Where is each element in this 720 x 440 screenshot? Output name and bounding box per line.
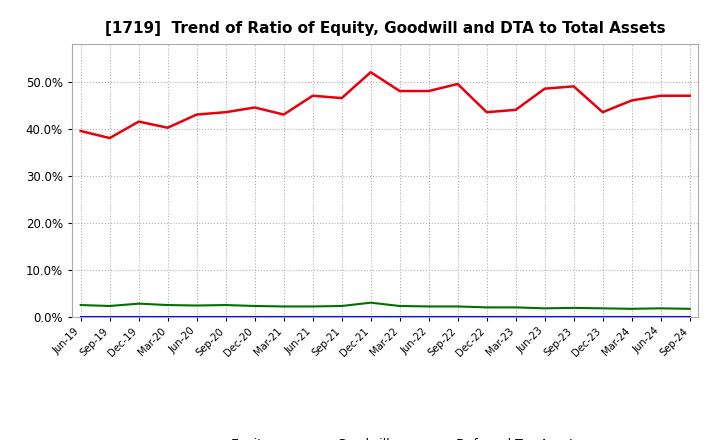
Deferred Tax Assets xyxy=(76,302,85,308)
Goodwill xyxy=(251,314,259,319)
Deferred Tax Assets xyxy=(482,305,491,310)
Equity xyxy=(251,105,259,110)
Deferred Tax Assets xyxy=(221,302,230,308)
Deferred Tax Assets xyxy=(511,305,520,310)
Goodwill xyxy=(338,314,346,319)
Deferred Tax Assets xyxy=(541,306,549,311)
Goodwill xyxy=(511,314,520,319)
Goodwill xyxy=(685,314,694,319)
Goodwill xyxy=(395,314,404,319)
Equity xyxy=(76,128,85,134)
Deferred Tax Assets xyxy=(454,304,462,309)
Deferred Tax Assets xyxy=(279,304,288,309)
Deferred Tax Assets xyxy=(395,303,404,308)
Equity xyxy=(482,110,491,115)
Equity xyxy=(338,95,346,101)
Goodwill xyxy=(163,314,172,319)
Deferred Tax Assets xyxy=(163,302,172,308)
Deferred Tax Assets xyxy=(251,303,259,308)
Deferred Tax Assets xyxy=(657,306,665,311)
Deferred Tax Assets xyxy=(685,306,694,312)
Equity xyxy=(685,93,694,99)
Equity xyxy=(511,107,520,113)
Line: Equity: Equity xyxy=(81,72,690,138)
Equity xyxy=(424,88,433,94)
Deferred Tax Assets xyxy=(366,300,375,305)
Goodwill xyxy=(105,314,114,319)
Equity xyxy=(657,93,665,99)
Goodwill xyxy=(366,314,375,319)
Equity xyxy=(308,93,317,99)
Line: Deferred Tax Assets: Deferred Tax Assets xyxy=(81,303,690,309)
Equity xyxy=(570,84,578,89)
Deferred Tax Assets xyxy=(424,304,433,309)
Goodwill xyxy=(627,314,636,319)
Equity xyxy=(221,110,230,115)
Equity xyxy=(279,112,288,117)
Goodwill xyxy=(76,314,85,319)
Goodwill xyxy=(541,314,549,319)
Deferred Tax Assets xyxy=(308,304,317,309)
Equity xyxy=(395,88,404,94)
Deferred Tax Assets xyxy=(338,303,346,308)
Goodwill xyxy=(279,314,288,319)
Goodwill xyxy=(424,314,433,319)
Legend: Equity, Goodwill, Deferred Tax Assets: Equity, Goodwill, Deferred Tax Assets xyxy=(189,438,581,440)
Equity xyxy=(541,86,549,92)
Deferred Tax Assets xyxy=(135,301,143,306)
Goodwill xyxy=(657,314,665,319)
Equity xyxy=(366,70,375,75)
Goodwill xyxy=(454,314,462,319)
Goodwill xyxy=(308,314,317,319)
Goodwill xyxy=(135,314,143,319)
Equity xyxy=(627,98,636,103)
Title: [1719]  Trend of Ratio of Equity, Goodwill and DTA to Total Assets: [1719] Trend of Ratio of Equity, Goodwil… xyxy=(105,21,665,36)
Goodwill xyxy=(192,314,201,319)
Equity xyxy=(105,136,114,141)
Deferred Tax Assets xyxy=(192,303,201,308)
Deferred Tax Assets xyxy=(598,306,607,311)
Goodwill xyxy=(221,314,230,319)
Equity xyxy=(454,81,462,87)
Goodwill xyxy=(570,314,578,319)
Deferred Tax Assets xyxy=(570,305,578,311)
Equity xyxy=(135,119,143,124)
Deferred Tax Assets xyxy=(627,306,636,312)
Equity xyxy=(192,112,201,117)
Goodwill xyxy=(598,314,607,319)
Equity xyxy=(163,125,172,130)
Equity xyxy=(598,110,607,115)
Deferred Tax Assets xyxy=(105,303,114,308)
Goodwill xyxy=(482,314,491,319)
